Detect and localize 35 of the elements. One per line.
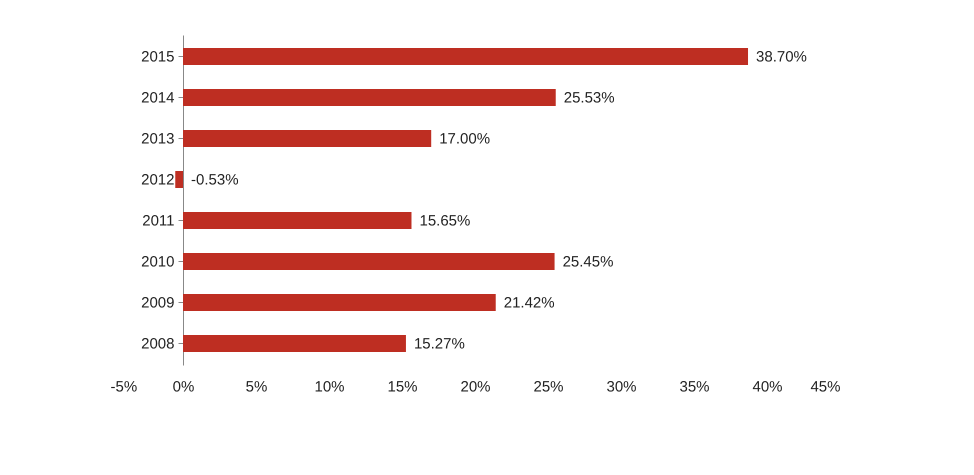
- y-tick-label: 2015: [141, 48, 174, 66]
- x-tick-label: 15%: [387, 378, 418, 396]
- y-tick-label: 2014: [141, 90, 174, 107]
- x-tick-label: 30%: [606, 378, 637, 396]
- data-label: 25.45%: [562, 253, 614, 270]
- bar: [183, 334, 406, 352]
- y-tick-label: 2009: [141, 294, 174, 312]
- y-tick-label: 2012: [141, 172, 174, 189]
- x-tick-label: 5%: [246, 378, 268, 396]
- y-tick-label: 2010: [141, 253, 174, 270]
- y-tick-label: 2008: [141, 335, 174, 352]
- x-tick-label: 35%: [679, 378, 710, 396]
- bar: [183, 294, 496, 311]
- data-label: 21.42%: [504, 294, 555, 312]
- y-tick-label: 2013: [141, 130, 174, 148]
- x-tick-label: -5%: [110, 378, 138, 396]
- x-tick-label: 0%: [172, 378, 194, 396]
- bar: [183, 130, 432, 148]
- data-label: -0.53%: [191, 172, 239, 189]
- bar: [175, 171, 183, 188]
- bar: [183, 48, 748, 66]
- x-tick-label: 45%: [810, 378, 840, 396]
- x-tick-label: 40%: [752, 378, 783, 396]
- x-tick-label: 20%: [460, 378, 491, 396]
- y-tick-label: 2011: [142, 212, 174, 230]
- x-tick-label: 25%: [533, 378, 564, 396]
- bar: [183, 212, 412, 229]
- data-label: 38.70%: [756, 48, 807, 66]
- data-label: 15.65%: [419, 212, 470, 230]
- x-tick-label: 10%: [314, 378, 345, 396]
- bar: [183, 89, 556, 106]
- data-label: 15.27%: [414, 335, 465, 352]
- data-label: 25.53%: [564, 90, 615, 107]
- data-label: 17.00%: [439, 130, 490, 148]
- bar: [183, 252, 555, 270]
